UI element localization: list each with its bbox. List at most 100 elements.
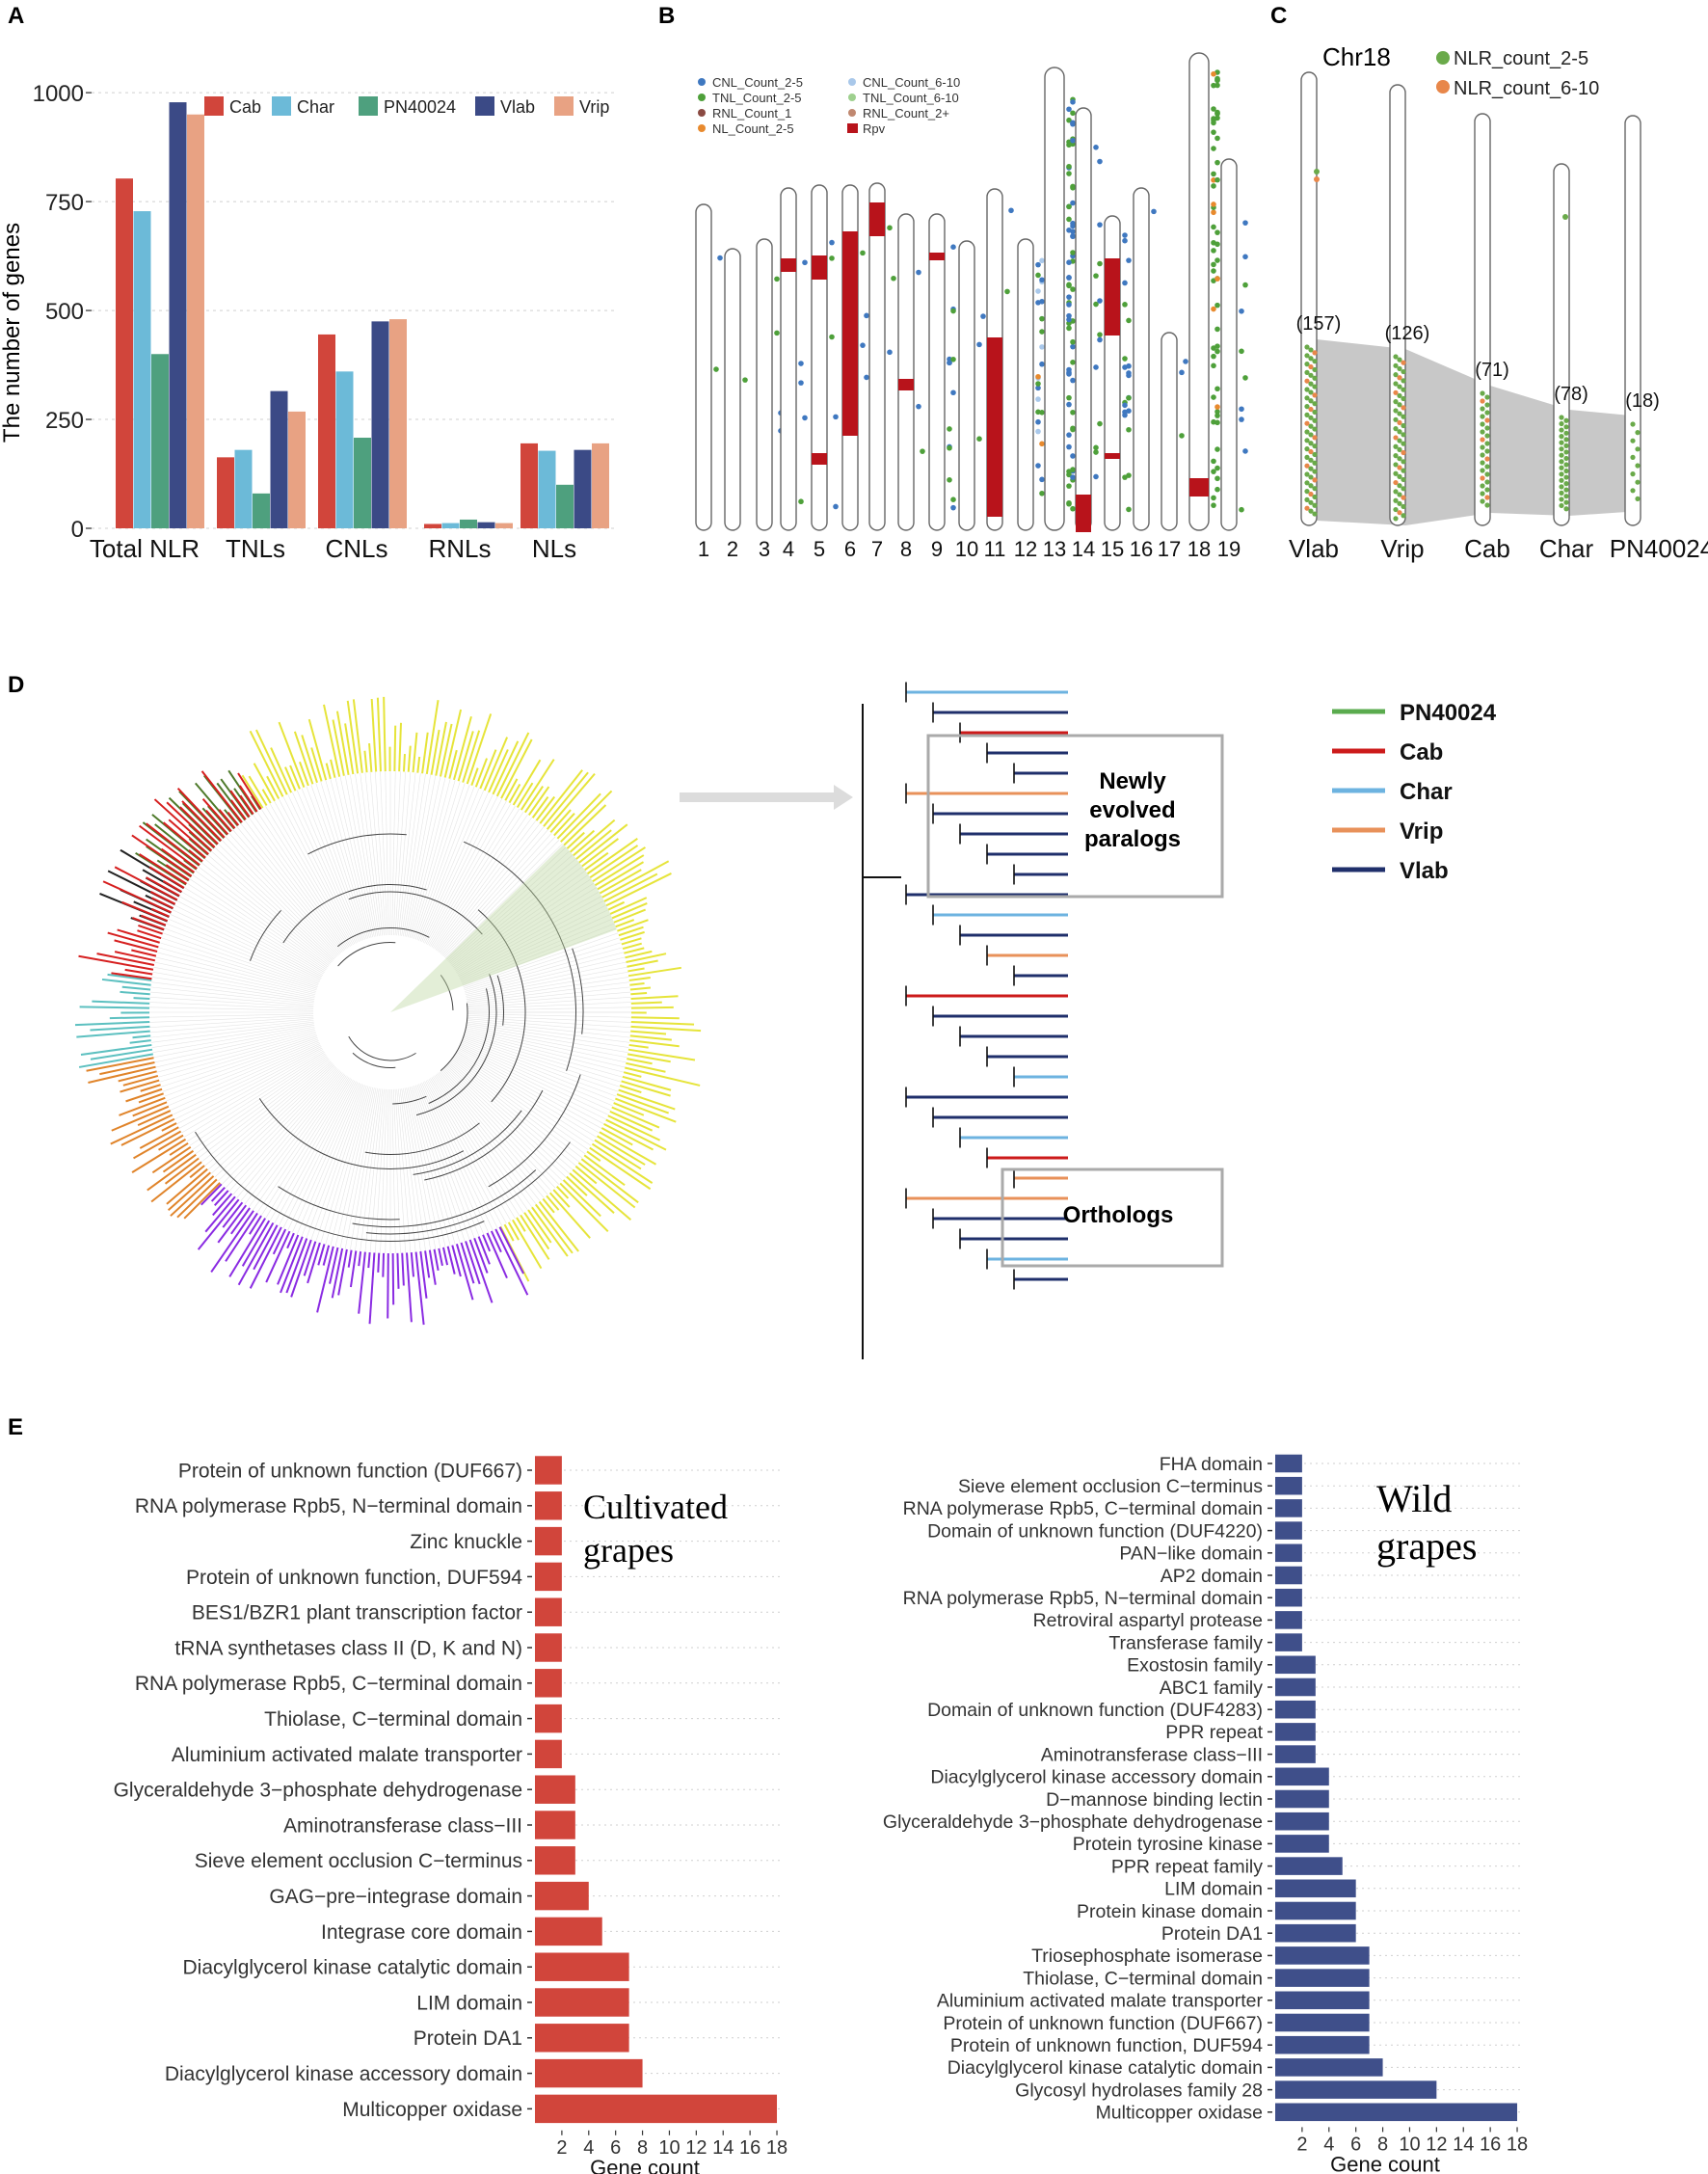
d-clade-bar <box>628 977 651 981</box>
e-category-label: RNA polymerase Rpb5, N−terminal domain <box>135 1495 522 1517</box>
d-tree-ray <box>446 846 567 960</box>
b-nlr-dot <box>1211 201 1216 207</box>
e-bar <box>1275 2013 1370 2032</box>
d-tree-ray <box>330 1087 372 1247</box>
d-tree-ray <box>439 1071 545 1198</box>
d-tree-ray <box>459 1046 607 1120</box>
e-category-label: Protein kinase domain <box>1077 1901 1263 1922</box>
d-clade-bar <box>407 745 412 772</box>
d-clade-bar <box>398 722 403 772</box>
d-clade-bar <box>460 1242 475 1284</box>
e-bar <box>1275 1655 1316 1675</box>
b-nlr-dot <box>1122 280 1128 286</box>
d-tree-ray <box>154 961 315 997</box>
e-category-label: D−mannose binding lectin <box>1046 1789 1263 1811</box>
b-legend-label: TNL_Count_6-10 <box>863 91 959 105</box>
c-cluster-count: (78) <box>1554 384 1588 405</box>
d-tree-ray <box>207 854 333 962</box>
d-tree-ray <box>360 1088 382 1252</box>
d-clade-bar <box>101 978 151 986</box>
d-tree-ray <box>200 862 331 965</box>
d-clade-bar <box>630 1021 695 1026</box>
d-tree-branch <box>428 988 490 1104</box>
d-tree-ray <box>467 1023 629 1048</box>
d-clade-bar <box>176 1178 218 1219</box>
d-clade-bar <box>620 930 645 941</box>
d-legend-label-Char: Char <box>1400 779 1453 805</box>
d-tree-ray <box>466 1028 627 1063</box>
d-clade-bar <box>253 763 276 802</box>
e-category-label: Aluminium activated malate transporter <box>937 1991 1264 2012</box>
d-clade-bar <box>238 785 258 813</box>
d-clade-bar <box>255 729 288 795</box>
d-tree-ray <box>460 1044 609 1115</box>
e-xtick-label: 12 <box>685 2137 707 2159</box>
c-nlr-dot <box>1393 479 1399 486</box>
panel-label-a: A <box>8 3 24 29</box>
panel-label-b: B <box>658 3 675 29</box>
c-nlr-dot <box>1308 483 1314 489</box>
d-tree-ray <box>466 961 627 997</box>
c-nlr-dot <box>1314 169 1320 174</box>
c-nlr-dot <box>1563 462 1569 468</box>
d-tree-ray <box>214 846 334 960</box>
d-tree-ray <box>315 783 367 940</box>
c-nlr-dot <box>1308 423 1314 429</box>
c-nlr-dot <box>1304 404 1310 410</box>
c-nlr-dot <box>1393 381 1399 387</box>
d-clade-bar <box>153 798 213 852</box>
d-tree-ray <box>458 1047 604 1125</box>
zoom-arrow <box>680 785 853 810</box>
e-bar <box>1275 1789 1329 1809</box>
d-tree-ray <box>443 840 560 958</box>
d-tree-ray <box>282 1081 357 1229</box>
b-nlr-dot <box>1214 413 1220 418</box>
e-bar <box>1275 1946 1370 1965</box>
d-clade-bar <box>601 860 670 899</box>
c-nlr-dot <box>1401 468 1406 473</box>
b-chromosome-2 <box>724 248 741 531</box>
c-nlr-dot <box>1308 415 1314 420</box>
c-nlr-dot <box>1308 363 1314 370</box>
c-nlr-dot <box>1401 476 1406 483</box>
c-nlr-dot <box>1480 483 1485 489</box>
d-tree-ray <box>467 986 630 1005</box>
b-chromosome-label: 7 <box>871 537 883 561</box>
b-nlr-dot <box>1126 426 1132 433</box>
d-tree-ray <box>461 1041 613 1107</box>
e-category-label: LIM domain <box>1164 1879 1263 1900</box>
b-nlr-dot <box>947 476 952 483</box>
d-clade-bar <box>589 1146 652 1191</box>
d-tree-ray <box>456 887 597 973</box>
c-nlr-dot <box>1312 435 1318 441</box>
c-nlr-dot <box>1480 406 1485 412</box>
c-nlr-dot <box>1304 438 1310 443</box>
c-legend-label: NLR_count_2-5 <box>1454 48 1588 69</box>
d-clade-bar <box>605 1118 667 1151</box>
d-tree-ray <box>168 918 320 983</box>
d-clade-bar <box>139 853 187 885</box>
c-nlr-dot <box>1393 372 1399 378</box>
d-clade-bar <box>133 1130 182 1160</box>
c-nlr-dot <box>1393 462 1399 468</box>
d-clade-bar <box>527 786 550 817</box>
d-clade-bar <box>625 950 653 959</box>
c-nlr-dot <box>1480 460 1485 466</box>
d-clade-bar <box>546 1194 560 1211</box>
d-clade-bar <box>622 1075 672 1091</box>
a-bar-Vlab-Total-NLR <box>169 102 187 528</box>
a-bar-PN40024-Total-NLR <box>151 354 169 528</box>
d-tree-ray <box>450 862 580 965</box>
d-tree-ray <box>375 771 387 936</box>
b-legend-label: CNL_Count_2-5 <box>712 75 803 90</box>
d-clade-bar <box>613 1102 645 1116</box>
d-tree-ray <box>178 1049 324 1129</box>
d-tree-ray <box>236 1071 342 1198</box>
d-tree-ray <box>465 1031 625 1073</box>
d-tree-ray <box>467 981 630 1004</box>
b-nlr-dot <box>1211 239 1216 246</box>
d-tree-ray <box>369 1088 385 1253</box>
d-clade-bar <box>546 772 596 830</box>
b-legend-label: Rpv <box>863 121 886 136</box>
d-tree-branch <box>424 1089 544 1181</box>
